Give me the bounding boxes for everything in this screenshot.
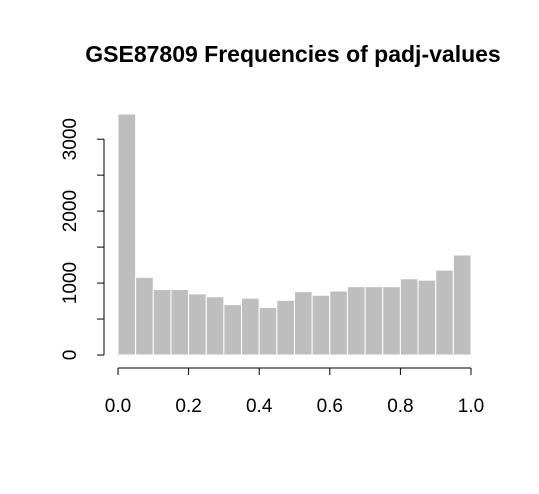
y-axis: 0 1000 2000 3000 bbox=[60, 118, 105, 361]
histogram-bar bbox=[135, 276, 154, 356]
histogram-bar bbox=[170, 289, 190, 356]
histogram-bar bbox=[276, 299, 296, 356]
histogram-bar bbox=[294, 291, 313, 356]
x-axis: 0.0 0.2 0.4 0.6 0.8 1.0 bbox=[105, 367, 484, 417]
y-tick-label: 3000 bbox=[60, 118, 81, 160]
histogram-bar bbox=[258, 307, 278, 356]
chart-title: GSE87809 Frequencies of padj-values bbox=[85, 41, 500, 67]
histogram-bar bbox=[435, 269, 454, 356]
histogram-bar bbox=[329, 290, 348, 356]
x-tick-label: 0.8 bbox=[387, 396, 413, 417]
bars-group bbox=[117, 113, 472, 356]
x-tick-label: 1.0 bbox=[458, 396, 484, 417]
histogram-bar bbox=[311, 294, 331, 356]
x-tick-label: 0.4 bbox=[246, 396, 273, 417]
histogram-bar bbox=[364, 286, 384, 356]
histogram-bar bbox=[382, 286, 401, 356]
histogram-bar bbox=[399, 278, 419, 356]
x-tick-label: 0.6 bbox=[317, 396, 343, 417]
x-tick-label: 0.2 bbox=[175, 396, 201, 417]
y-tick-label: 0 bbox=[60, 350, 81, 361]
histogram-bar bbox=[417, 279, 437, 356]
histogram-bar bbox=[188, 293, 207, 356]
histogram-bar bbox=[223, 304, 243, 356]
x-tick-label: 0.0 bbox=[105, 396, 131, 417]
histogram-bar bbox=[205, 296, 225, 356]
y-tick-label: 2000 bbox=[60, 190, 81, 232]
histogram-bar bbox=[241, 297, 260, 356]
histogram-bar bbox=[152, 289, 172, 356]
histogram-bar bbox=[346, 286, 366, 356]
histogram-bar bbox=[452, 254, 472, 356]
y-tick-label: 1000 bbox=[60, 262, 81, 304]
histogram-bar bbox=[117, 113, 137, 356]
